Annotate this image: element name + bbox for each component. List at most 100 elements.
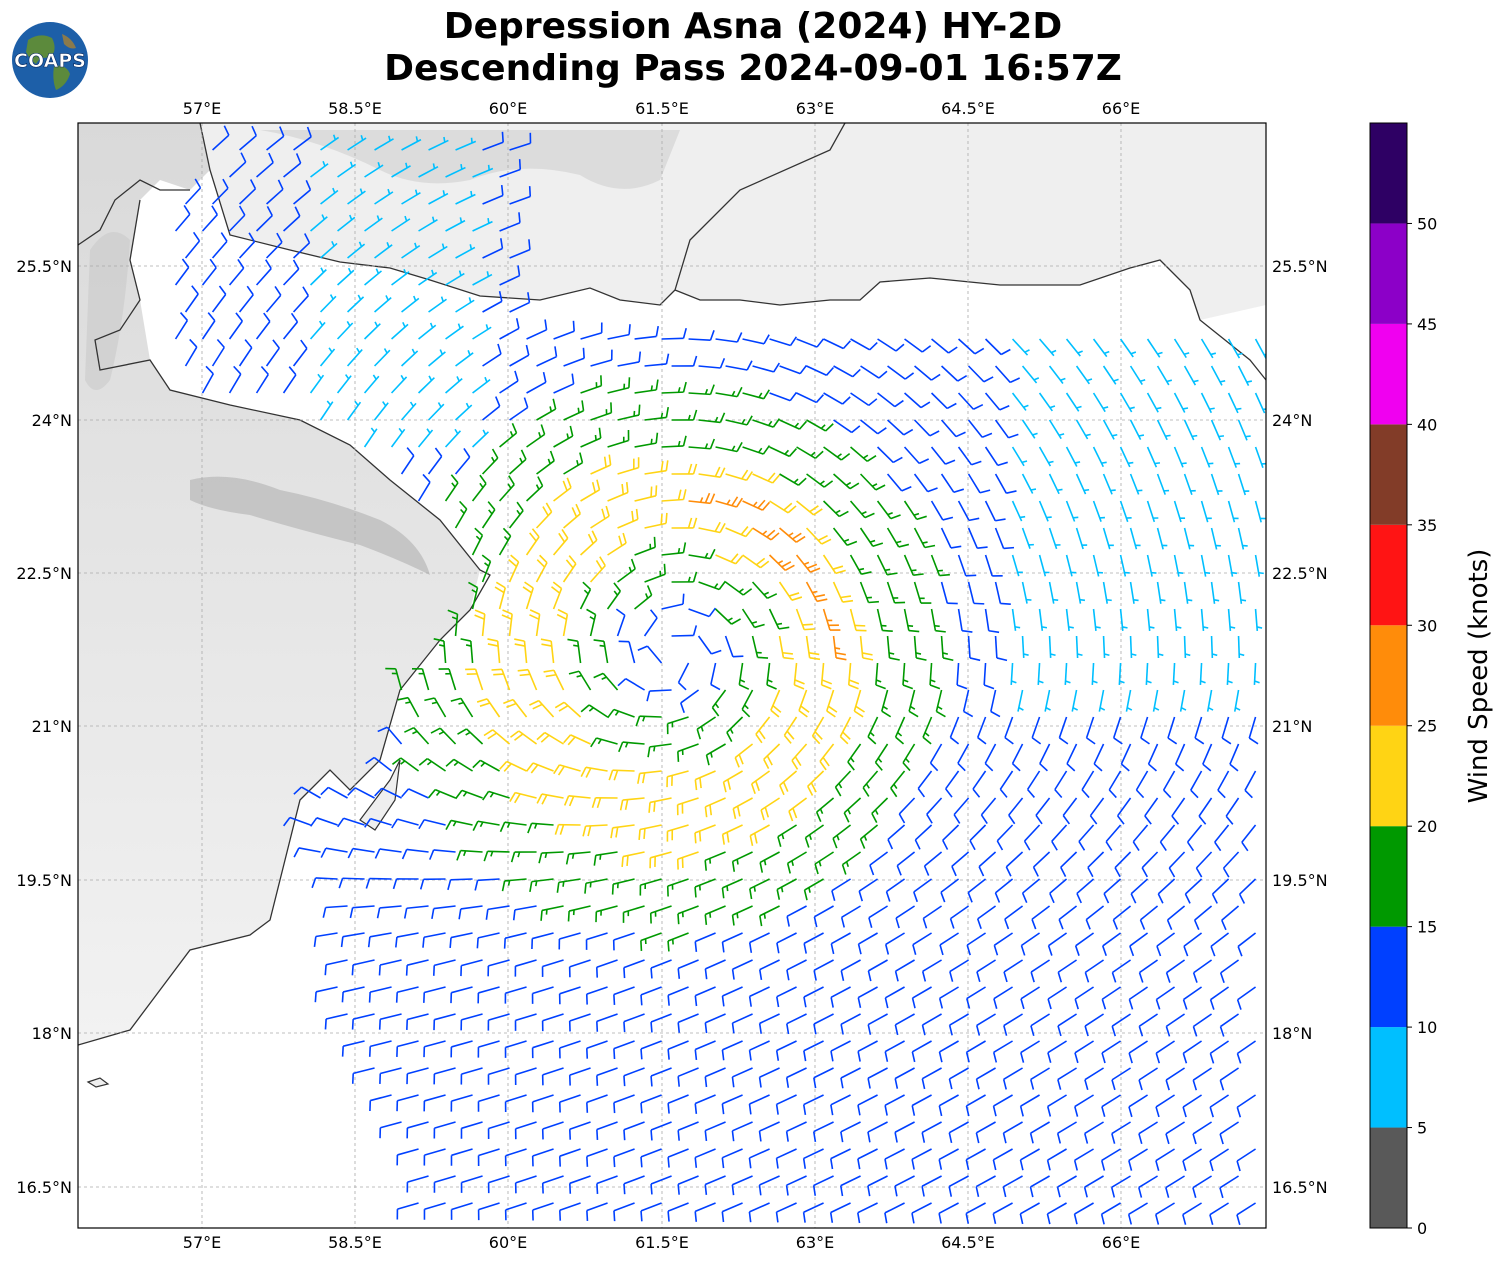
wind-barb-feather (871, 483, 878, 487)
wind-barb-feather (1235, 707, 1241, 711)
wind-barb (238, 294, 254, 313)
wind-barb-feather (590, 737, 598, 748)
wind-barb (1128, 1148, 1148, 1162)
wind-barb (184, 293, 199, 313)
wind-barb-feather (556, 882, 560, 893)
wind-barb-feather (829, 1212, 834, 1223)
wind-barb-feather (542, 371, 547, 383)
wind-barb-feather (777, 836, 782, 847)
wind-barb (424, 1094, 446, 1102)
wind-barb (698, 365, 721, 369)
wind-barb-feather (905, 757, 910, 763)
wind-barb-feather (535, 484, 540, 490)
wind-barb (562, 614, 569, 637)
wind-barb-feather (884, 1105, 888, 1116)
wind-barb-feather (1225, 815, 1234, 825)
wind-barb (1236, 1040, 1257, 1055)
wind-barb (518, 730, 538, 745)
wind-barb-feather (1004, 737, 1014, 745)
wind-barb-feather (694, 886, 697, 898)
wind-barb-feather (794, 684, 805, 690)
wind-barb (174, 213, 191, 232)
wind-barb-feather (847, 761, 855, 771)
wind-barb (353, 1067, 375, 1075)
wind-barb (725, 419, 748, 426)
colorbar-bin (1370, 1027, 1407, 1128)
wind-barb-feather (514, 638, 525, 642)
wind-barb-feather (506, 822, 511, 828)
wind-barb (644, 522, 667, 529)
wind-barb-feather (857, 1104, 861, 1116)
wind-barb (1241, 824, 1257, 843)
wind-barb (966, 1094, 986, 1107)
wind-barb-feather (207, 312, 216, 322)
wind-barb-feather (640, 1102, 643, 1114)
wind-barb (380, 1121, 402, 1129)
wind-barb (791, 743, 808, 762)
wind-barb (515, 1175, 537, 1184)
wind-barb-feather (811, 735, 821, 745)
wind-barb-feather (942, 516, 954, 521)
wind-barb (201, 214, 218, 232)
wind-barb (380, 1067, 402, 1075)
wind-barb (471, 534, 484, 556)
wind-barb-feather (1073, 1160, 1079, 1171)
wind-barb-feather (912, 944, 917, 955)
wind-barb (823, 446, 842, 461)
wind-barb (532, 1148, 554, 1157)
wind-barb (508, 561, 520, 583)
wind-barb (505, 1094, 527, 1103)
wind-barb-feather (804, 837, 810, 848)
wind-barb (776, 1094, 797, 1106)
wind-barb (354, 787, 375, 799)
wind-barb (460, 849, 483, 853)
wind-barb (450, 878, 473, 881)
wind-barb (1062, 797, 1078, 816)
wind-barb (965, 1148, 986, 1161)
wind-barb-feather (942, 657, 954, 662)
wind-barb (677, 1121, 699, 1132)
wind-barb (930, 446, 946, 465)
wind-barb-feather (501, 614, 512, 620)
wind-barb (461, 1121, 483, 1130)
wind-barb-feather (293, 847, 300, 858)
wind-barb-feather (1119, 680, 1125, 684)
wind-barb-feather (500, 185, 504, 196)
wind-barb (1120, 743, 1132, 765)
wind-barb (953, 797, 970, 816)
wind-barb (755, 716, 771, 735)
wind-barb-feather (830, 997, 834, 1008)
wind-barb (1003, 959, 1023, 973)
wind-barb (451, 986, 473, 994)
wind-barb (811, 716, 825, 737)
wind-barb-feather (290, 312, 299, 323)
wind-barb-feather (862, 657, 874, 661)
wind-barb-feather (677, 1130, 680, 1141)
wind-barb-feather (874, 761, 883, 771)
wind-barb-feather (470, 137, 473, 144)
wind-barb-feather (1020, 998, 1025, 1010)
wind-barb (722, 1148, 743, 1159)
wind-barb-feather (589, 616, 595, 621)
wind-barb-feather (1182, 1214, 1187, 1225)
wind-barb (859, 473, 877, 491)
wind-barb-feather (1105, 841, 1113, 851)
wind-barb (1219, 1121, 1239, 1135)
wind-barb-feather (1182, 1106, 1187, 1118)
wind-barb-feather (726, 732, 733, 743)
wind-barb-feather (288, 366, 297, 376)
wind-barb-feather (694, 832, 697, 844)
wind-barb (482, 141, 504, 151)
wind-barb-feather (628, 566, 632, 573)
wind-barb-feather (865, 783, 870, 789)
wind-barb (940, 419, 957, 438)
wind-barb (860, 365, 880, 379)
wind-barb-feather (840, 1077, 844, 1089)
wind-barb-feather (235, 312, 243, 322)
wind-barb (450, 932, 473, 939)
wind-barb (1087, 851, 1105, 869)
wind-barb-feather (1181, 462, 1187, 465)
wind-barb (622, 797, 645, 801)
wind-barb-feather (742, 588, 753, 596)
wind-barb-feather (1110, 1187, 1116, 1198)
